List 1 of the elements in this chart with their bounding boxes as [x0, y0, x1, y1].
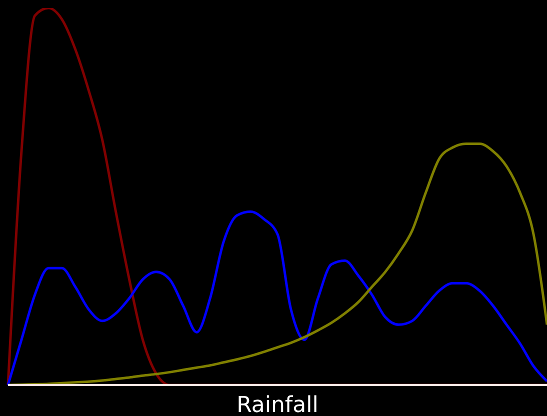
- x-axis-title: Rainfall: [236, 393, 318, 416]
